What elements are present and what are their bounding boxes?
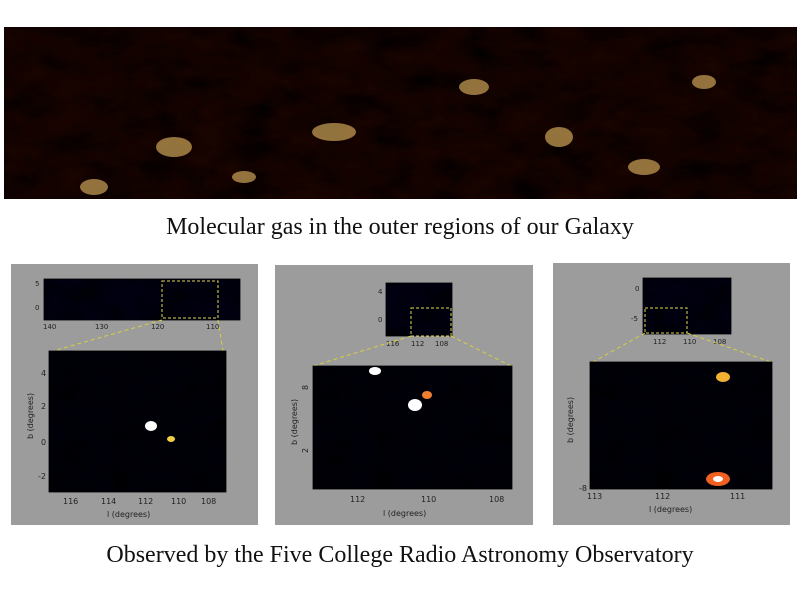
zoom-ytick: 2 (301, 448, 310, 453)
zoom-map (589, 361, 773, 490)
zoom-xtick: 116 (63, 497, 78, 506)
zoom-xtick: 108 (489, 495, 504, 504)
zoom-line-left (312, 335, 412, 367)
map-panel-3: 112 110 108 0 -5 113 112 111 -8 l (degre… (553, 263, 790, 525)
zoom-line-right (686, 332, 772, 363)
y-axis-label: b (degrees) (566, 397, 575, 443)
overview-xtick: 110 (683, 338, 696, 346)
x-axis-label: l (degrees) (649, 505, 692, 514)
caption-top: Molecular gas in the outer regions of ou… (166, 214, 634, 240)
y-axis-label: b (degrees) (26, 393, 35, 439)
overview-map (43, 278, 241, 321)
zoom-xtick: 108 (201, 497, 216, 506)
zoom-ytick: -8 (579, 484, 587, 493)
zoom-xtick: 110 (421, 495, 436, 504)
zoom-map (48, 350, 227, 493)
y-axis-label: b (degrees) (290, 399, 299, 445)
zoom-xtick: 113 (587, 492, 602, 501)
zoom-xtick: 110 (171, 497, 186, 506)
overview-xtick: 120 (151, 323, 164, 331)
overview-ytick: 0 (378, 316, 382, 324)
zoom-ytick: 4 (41, 369, 46, 378)
zoom-xtick: 114 (101, 497, 116, 506)
zoom-map (312, 365, 513, 490)
overview-xtick: 112 (411, 340, 424, 348)
zoom-ytick: -2 (38, 472, 46, 481)
zoom-line-left (52, 319, 163, 352)
zoom-line-right (217, 319, 224, 352)
x-axis-label: l (degrees) (107, 510, 150, 519)
overview-map (642, 277, 732, 335)
zoom-xtick: 112 (655, 492, 670, 501)
zoom-line-right (450, 335, 512, 367)
caption-bottom: Observed by the Five College Radio Astro… (106, 542, 694, 568)
zoom-line-left (592, 332, 646, 363)
map-panel-1: 140 130 120 110 5 0 116 114 112 110 108 … (11, 264, 258, 525)
overview-map (385, 282, 453, 337)
zoom-ytick: 8 (301, 385, 310, 390)
zoom-xtick: 112 (350, 495, 365, 504)
overview-xtick: 130 (95, 323, 108, 331)
overview-xtick: 110 (206, 323, 219, 331)
overview-ytick: -5 (631, 315, 638, 323)
overview-ytick: 4 (378, 288, 383, 296)
galaxy-survey-image (4, 27, 797, 199)
overview-ytick: 0 (35, 304, 39, 312)
overview-xtick: 108 (435, 340, 448, 348)
zoom-xtick: 112 (138, 497, 153, 506)
zoom-xtick: 111 (730, 492, 745, 501)
overview-ytick: 0 (635, 285, 639, 293)
zoom-ytick: 0 (41, 438, 46, 447)
zoom-ytick: 2 (41, 402, 46, 411)
overview-xtick: 108 (713, 338, 726, 346)
overview-xtick: 116 (386, 340, 400, 348)
overview-xtick: 112 (653, 338, 666, 346)
map-panel-2: 116 112 108 4 0 112 110 108 8 2 l (degre… (275, 265, 533, 525)
overview-xtick: 140 (43, 323, 56, 331)
x-axis-label: l (degrees) (383, 509, 426, 518)
overview-ytick: 5 (35, 280, 39, 288)
